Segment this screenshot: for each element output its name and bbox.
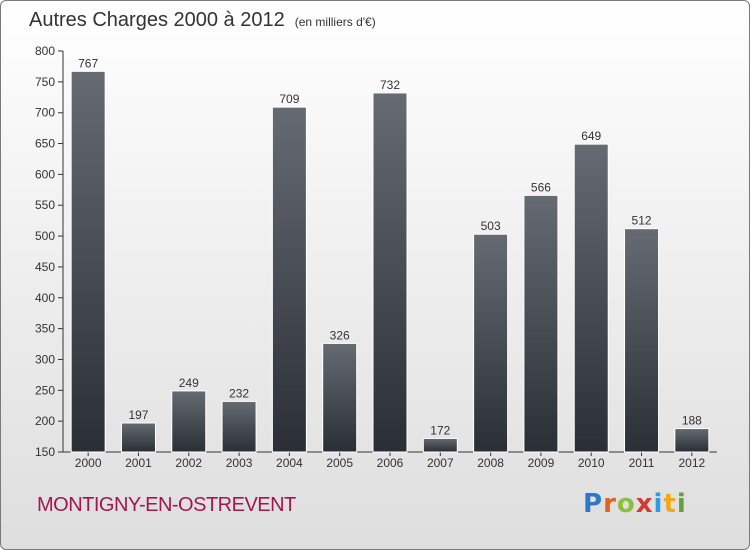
bar-value-label: 188 — [682, 414, 702, 428]
x-tick-label: 2002 — [175, 456, 202, 470]
bar — [473, 233, 509, 453]
bar — [271, 106, 307, 453]
bar — [221, 400, 257, 453]
bar-value-label: 767 — [78, 56, 98, 70]
logo-letter: t — [663, 489, 677, 519]
location-name: MONTIGNY-EN-OSTREVENT — [37, 494, 296, 516]
bar — [422, 437, 458, 453]
logo-letter: i — [653, 489, 664, 519]
y-tick-label: 700 — [35, 106, 55, 120]
x-tick-label: 2012 — [678, 456, 705, 470]
logo-letter: i — [676, 489, 687, 519]
x-tick-label: 2005 — [326, 456, 353, 470]
bar — [120, 422, 156, 453]
logo-letter: r — [603, 489, 617, 519]
bar-value-label: 732 — [380, 78, 400, 92]
bar-value-label: 232 — [229, 386, 249, 400]
chart-subtitle: (en milliers d'€) — [294, 15, 376, 29]
bar-value-label: 326 — [330, 328, 350, 342]
bar-value-label: 503 — [481, 219, 501, 233]
bars: 767 197 249 232 709 326 732 172 503 566 649 512 188 — [70, 56, 710, 453]
y-tick-label: 300 — [35, 352, 55, 366]
bar — [523, 194, 559, 453]
logo-letter: o — [616, 489, 636, 519]
bar — [171, 390, 207, 453]
x-tick-label: 2008 — [477, 456, 504, 470]
chart-title: Autres Charges 2000 à 2012 — [29, 9, 285, 31]
y-tick-label: 750 — [35, 75, 55, 89]
y-tick-label: 600 — [35, 167, 55, 181]
x-tick-label: 2009 — [528, 456, 555, 470]
y-tick-label: 550 — [35, 198, 55, 212]
y-tick-label: 350 — [35, 322, 55, 336]
x-tick-label: 2010 — [578, 456, 605, 470]
bar — [372, 92, 408, 453]
y-tick-label: 200 — [35, 414, 55, 428]
bar-value-label: 566 — [531, 180, 551, 194]
y-tick-label: 250 — [35, 383, 55, 397]
x-tick-label: 2011 — [629, 456, 655, 470]
y-axis: 150 200 250 300 350 400 450 500 550 600 650 700 750 8… — [35, 44, 64, 459]
x-tick-label: 2001 — [125, 456, 152, 470]
logo-letter: x — [635, 489, 654, 519]
y-tick-label: 150 — [35, 445, 55, 459]
x-tick-label: 2000 — [75, 456, 102, 470]
bar-value-label: 512 — [632, 214, 652, 228]
x-tick-label: 2006 — [377, 456, 404, 470]
bar-value-label: 197 — [128, 408, 148, 422]
bar — [674, 428, 710, 453]
bar-value-label: 172 — [430, 423, 450, 437]
chart-title-block: Autres Charges 2000 à 2012 (en milliers d… — [29, 9, 376, 32]
bar — [322, 342, 358, 453]
proxiti-logo: Proxiti — [583, 489, 687, 519]
x-tick-label: 2004 — [276, 456, 303, 470]
y-tick-label: 400 — [35, 291, 55, 305]
x-tick-label: 2007 — [427, 456, 454, 470]
x-axis: 2000 2001 2002 2003 2004 2005 2006 2007 2008 2009… — [63, 451, 717, 470]
y-tick-label: 650 — [35, 137, 55, 151]
y-tick-label: 800 — [35, 44, 55, 58]
bar-value-label: 709 — [279, 92, 299, 106]
bar — [624, 228, 660, 453]
bar-value-label: 649 — [581, 129, 601, 143]
bar — [573, 143, 609, 453]
bar-value-label: 249 — [179, 376, 199, 390]
logo-letter: P — [583, 489, 604, 519]
x-tick-label: 2003 — [226, 456, 253, 470]
y-tick-label: 450 — [35, 260, 55, 274]
y-tick-label: 500 — [35, 229, 55, 243]
bar — [70, 70, 106, 453]
